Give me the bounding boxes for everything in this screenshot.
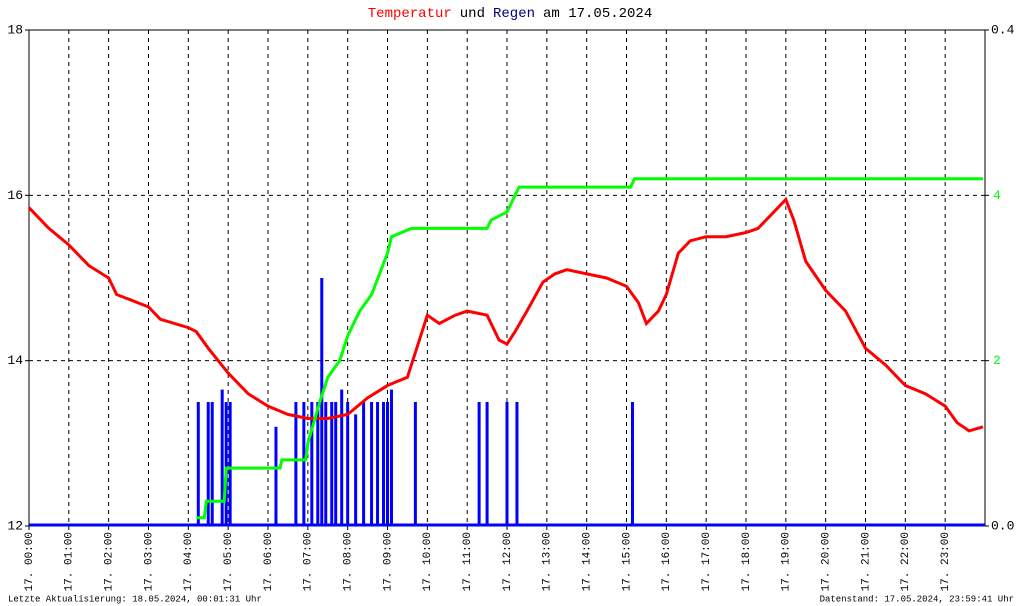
x-tick-label: 17. 03:00 (143, 532, 155, 591)
bar (515, 402, 519, 526)
x-tick-label: 17. 11:00 (462, 532, 474, 591)
bar (340, 389, 344, 526)
bar (505, 402, 509, 526)
x-tick-label: 17. 13:00 (542, 532, 554, 591)
title-part: am 17.05.2024 (543, 6, 652, 22)
bar (630, 402, 634, 526)
bar (210, 402, 214, 526)
footer-left: Letzte Aktualisierung: 18.05.2024, 00:01… (8, 594, 262, 604)
x-tick-label: 17. 22:00 (900, 532, 912, 591)
title-part: und (460, 6, 485, 22)
bar (228, 402, 232, 526)
x-tick-label: 17. 20:00 (821, 532, 833, 591)
x-tick-label: 17. 12:00 (502, 532, 514, 591)
line (196, 177, 983, 520)
y-tick-label: 14 (7, 353, 23, 368)
y3-tick-label: 0.4 (991, 22, 1015, 37)
bar (316, 402, 320, 526)
bar (413, 402, 417, 526)
bar (320, 278, 324, 526)
bar (386, 402, 389, 526)
x-tick-label: 17. 14:00 (582, 532, 594, 591)
bar (196, 402, 200, 526)
bar (477, 402, 481, 526)
bar (274, 426, 278, 526)
x-tick-label: 17. 00:00 (24, 532, 36, 591)
bar (330, 402, 334, 526)
footer-right: Datenstand: 17.05.2024, 23:59:41 Uhr (820, 594, 1014, 604)
x-tick-label: 17. 06:00 (263, 532, 275, 591)
bar (362, 402, 366, 526)
x-tick-label: 17. 04:00 (183, 532, 195, 591)
x-tick-label: 17. 07:00 (303, 532, 315, 591)
bar (354, 414, 358, 526)
bar (310, 402, 314, 526)
x-tick-label: 17. 18:00 (741, 532, 753, 591)
y2-tick-label: 2 (993, 353, 1001, 368)
bar (334, 402, 338, 526)
y-tick-label: 18 (7, 22, 23, 37)
y-tick-label: 12 (7, 518, 23, 533)
bar (220, 389, 224, 526)
x-tick-label: 17. 10:00 (422, 532, 434, 591)
x-tick-label: 17. 01:00 (64, 532, 76, 591)
x-tick-label: 17. 15:00 (621, 532, 633, 591)
bar (389, 389, 393, 526)
x-tick-label: 17. 19:00 (781, 532, 793, 591)
x-tick-label: 17. 05:00 (223, 532, 235, 591)
x-tick-label: 17. 02:00 (104, 532, 116, 591)
chart-title: Temperatur und Regen am 17.05.2024 (368, 6, 652, 22)
bar (294, 402, 298, 526)
bar (376, 402, 380, 526)
x-tick-label: 17. 17:00 (701, 532, 713, 591)
x-tick-label: 17. 08:00 (343, 532, 355, 591)
bar (224, 402, 228, 526)
x-tick-label: 17. 09:00 (382, 532, 394, 591)
bar (346, 402, 350, 526)
bar (370, 402, 374, 526)
x-tick-label: 17. 23:00 (940, 532, 952, 591)
title-part: Temperatur (368, 6, 452, 22)
y3-tick-label: 0.0 (991, 518, 1014, 533)
y-tick-label: 16 (7, 188, 23, 203)
x-tick-label: 17. 21:00 (860, 532, 872, 591)
bar (324, 402, 328, 526)
title-part: Regen (493, 6, 535, 22)
line (27, 196, 984, 433)
bar (206, 402, 210, 526)
bar (302, 402, 306, 526)
y2-tick-label: 4 (993, 188, 1001, 203)
x-tick-label: 17. 16:00 (661, 532, 673, 591)
bar (485, 402, 489, 526)
bar (382, 402, 386, 526)
